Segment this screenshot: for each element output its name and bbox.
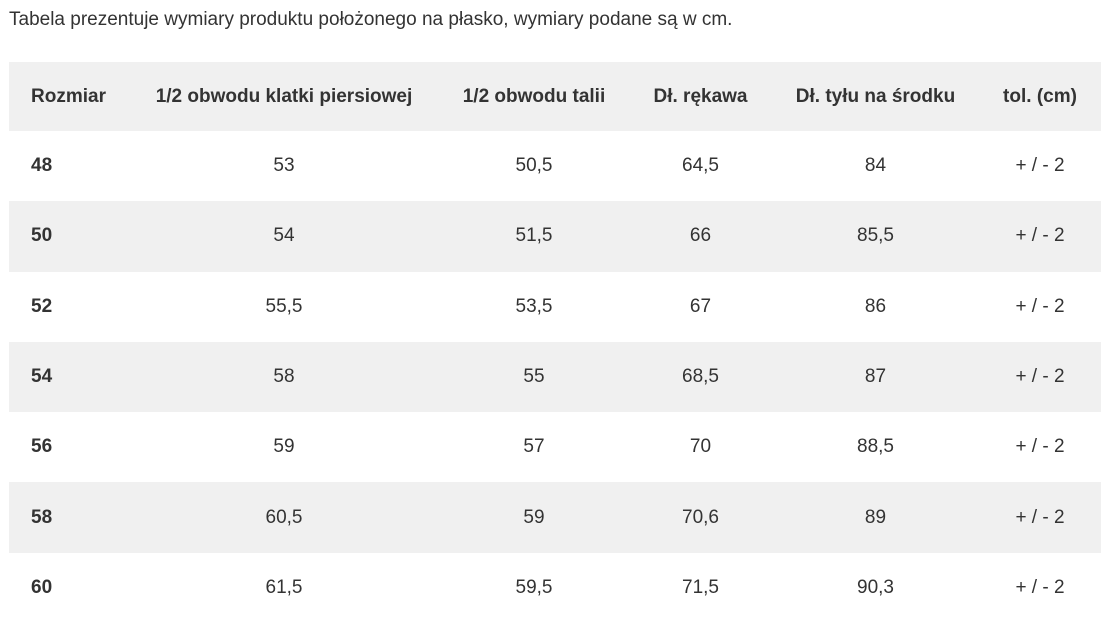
cell-size: 60 (31, 576, 53, 598)
cell-sleeve-length: 71,5 (682, 576, 719, 598)
header-half-waist: 1/2 obwodu talii (462, 85, 606, 107)
header-half-chest: 1/2 obwodu klatki piersiowej (155, 85, 413, 107)
cell-back-length: 84 (864, 155, 887, 177)
cell-half-waist: 53,5 (515, 295, 553, 317)
cell-tolerance: + / - 2 (1015, 576, 1065, 598)
table-header-row: Rozmiar 1/2 obwodu klatki piersiowej 1/2… (9, 62, 1101, 131)
cell-half-chest: 59 (273, 436, 295, 458)
table-row: 50 54 51,5 66 85,5 + / - 2 (9, 201, 1101, 272)
cell-sleeve-length: 70,6 (682, 506, 719, 528)
cell-back-length: 90,3 (857, 576, 894, 598)
cell-half-chest: 61,5 (265, 576, 303, 598)
cell-back-length: 85,5 (857, 225, 894, 247)
cell-tolerance: + / - 2 (1015, 506, 1065, 528)
table-row: 60 61,5 59,5 71,5 90,3 + / - 2 (9, 552, 1101, 624)
cell-tolerance: + / - 2 (1015, 225, 1065, 247)
cell-size: 48 (31, 155, 53, 177)
cell-half-waist: 51,5 (515, 225, 553, 247)
cell-half-chest: 54 (273, 225, 295, 247)
table-row: 48 53 50,5 64,5 84 + / - 2 (9, 131, 1101, 202)
table-row: 54 58 55 68,5 87 + / - 2 (9, 341, 1101, 413)
cell-half-chest: 53 (273, 155, 295, 177)
cell-half-chest: 60,5 (265, 506, 303, 528)
cell-back-length: 88,5 (857, 436, 894, 458)
cell-tolerance: + / - 2 (1015, 155, 1065, 177)
cell-size: 58 (31, 506, 53, 528)
header-size: Rozmiar (31, 85, 106, 107)
cell-back-length: 87 (864, 366, 887, 388)
cell-size: 56 (31, 436, 53, 458)
cell-back-length: 86 (864, 295, 887, 317)
cell-half-chest: 58 (273, 366, 295, 388)
table-description: Tabela prezentuje wymiary produktu położ… (9, 9, 733, 30)
size-table: Rozmiar 1/2 obwodu klatki piersiowej 1/2… (9, 62, 1101, 624)
cell-half-chest: 55,5 (265, 295, 303, 317)
cell-half-waist: 57 (523, 436, 545, 458)
cell-half-waist: 59,5 (515, 576, 553, 598)
cell-tolerance: + / - 2 (1015, 436, 1065, 458)
cell-half-waist: 55 (523, 366, 545, 388)
table-row: 52 55,5 53,5 67 86 + / - 2 (9, 271, 1101, 342)
cell-sleeve-length: 64,5 (682, 155, 719, 177)
table-row: 58 60,5 59 70,6 89 + / - 2 (9, 482, 1101, 553)
header-tolerance: tol. (cm) (1003, 85, 1077, 107)
cell-sleeve-length: 68,5 (682, 366, 719, 388)
cell-size: 50 (31, 225, 53, 247)
cell-back-length: 89 (864, 506, 887, 528)
cell-tolerance: + / - 2 (1015, 295, 1065, 317)
cell-half-waist: 59 (523, 506, 545, 528)
cell-sleeve-length: 67 (689, 295, 712, 317)
cell-tolerance: + / - 2 (1015, 366, 1065, 388)
cell-sleeve-length: 66 (689, 225, 712, 247)
cell-size: 54 (31, 366, 53, 388)
cell-sleeve-length: 70 (689, 436, 712, 458)
cell-half-waist: 50,5 (515, 155, 553, 177)
header-back-length: Dł. tyłu na środku (795, 85, 956, 107)
header-sleeve-length: Dł. rękawa (653, 85, 748, 107)
cell-size: 52 (31, 295, 53, 317)
table-row: 56 59 57 70 88,5 + / - 2 (9, 412, 1101, 483)
